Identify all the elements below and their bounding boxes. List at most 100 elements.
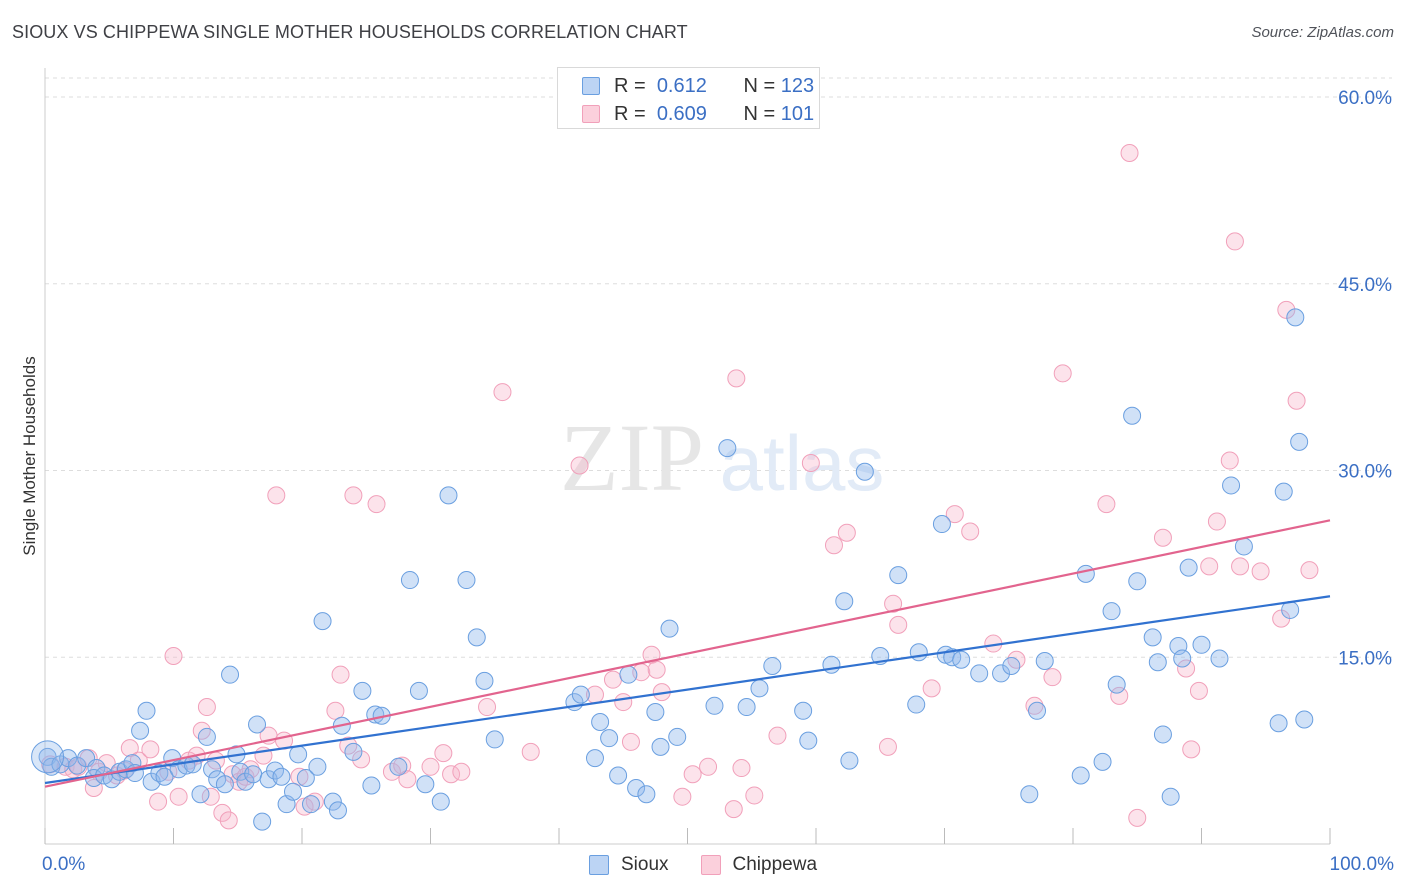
sioux-point (301, 795, 320, 814)
sioux-point (737, 698, 756, 717)
chippewa-point (164, 647, 183, 666)
sioux-point (431, 792, 450, 811)
y-tick-label: 45.0% (1338, 275, 1392, 296)
sioux-point (272, 767, 291, 786)
axis-labels: 15.0% 30.0% 45.0% 60.0% 0.0% 100.0% Single Mot… (20, 88, 1394, 875)
sioux-point (591, 712, 610, 731)
chippewa-point (699, 757, 718, 776)
chippewa-point (1251, 562, 1270, 581)
chippewa-point (141, 740, 160, 759)
sioux-point (1192, 635, 1211, 654)
chippewa-point (442, 765, 461, 784)
sioux-point (248, 715, 267, 734)
chippewa-point (603, 670, 622, 689)
sioux-point (840, 751, 859, 770)
sioux-point (619, 665, 638, 684)
sioux-point (1128, 572, 1147, 591)
sioux-point (344, 742, 363, 761)
sioux-point (439, 486, 458, 505)
sioux-point (750, 679, 769, 698)
source-credit: Source: ZipAtlas.com (1251, 24, 1394, 41)
sioux-point (835, 592, 854, 611)
chippewa-point (331, 665, 350, 684)
sioux-point (855, 462, 874, 481)
sioux-point (660, 619, 679, 638)
chippewa-point (884, 594, 903, 613)
chippewa-point (922, 679, 941, 698)
sioux-swatch (582, 77, 600, 95)
sioux-point (637, 785, 656, 804)
chippewa-point (945, 505, 964, 524)
legend-label-sioux: Sioux (620, 854, 669, 875)
r-label: R = (614, 74, 646, 97)
sioux-point (203, 760, 222, 779)
chippewa-point (824, 536, 843, 555)
sioux-point (646, 703, 665, 722)
watermark: ZIP atlas (560, 404, 884, 511)
sioux-point (1143, 628, 1162, 647)
chippewa-point (889, 615, 908, 634)
sioux-point (718, 439, 737, 458)
chippewa-point (768, 726, 787, 745)
sioux-point (467, 628, 486, 647)
chippewa-point (267, 486, 286, 505)
chippewa-point (452, 762, 471, 781)
sioux-point (59, 749, 78, 768)
sioux-point (889, 566, 908, 585)
chippewa-point (621, 732, 640, 751)
chippewa-point (1043, 668, 1062, 687)
chippewa-point (326, 701, 345, 720)
legend-item-sioux[interactable]: Sioux (588, 854, 669, 876)
sioux-point (1028, 701, 1047, 720)
chippewa-point (201, 787, 220, 806)
sioux-point (992, 664, 1011, 683)
chippewa-point (1220, 451, 1239, 470)
sioux-point (1173, 649, 1192, 668)
chippewa-point (570, 456, 589, 475)
chippewa-point (745, 786, 764, 805)
sioux-points (31, 308, 1314, 831)
correlation-legend: R = 0.612 N = 123 R = 0.609 N = 101 (557, 67, 820, 129)
n-label: N = (743, 102, 776, 125)
legend-row-chippewa: R = 0.609 N = 101 (582, 102, 814, 126)
sioux-point (197, 727, 216, 746)
chippewa-point (647, 660, 666, 679)
sioux-point (308, 757, 327, 776)
sioux-point (952, 650, 971, 669)
chippewa-point (169, 787, 188, 806)
chippewa-points (41, 144, 1319, 830)
sioux-point (1161, 787, 1180, 806)
chippewa-point (1177, 659, 1196, 678)
series-legend: Sioux Chippewa (0, 852, 1406, 878)
n-value: 101 (780, 102, 815, 125)
sioux-point (1286, 308, 1305, 327)
sioux-point (627, 778, 646, 797)
watermark-zip: ZIP (560, 404, 704, 511)
r-value: 0.612 (656, 74, 707, 97)
sioux-point (1020, 785, 1039, 804)
chippewa-point (1128, 808, 1147, 827)
legend-item-chippewa[interactable]: Chippewa (700, 854, 817, 876)
sioux-point (328, 801, 347, 820)
sioux-point (609, 766, 628, 785)
chart-title: SIOUX VS CHIPPEWA SINGLE MOTHER HOUSEHOL… (12, 22, 688, 42)
sioux-point (571, 685, 590, 704)
chippewa-trend-line (44, 519, 1331, 788)
sioux-point (585, 749, 604, 768)
sioux-point (68, 756, 87, 775)
sioux-point (1102, 602, 1121, 621)
chippewa-point (344, 486, 363, 505)
sioux-trend-line (44, 595, 1331, 785)
chippewa-point (727, 369, 746, 388)
sioux-point (409, 681, 428, 700)
chippewa-point (290, 767, 309, 786)
chippewa-point (1097, 495, 1116, 514)
sioux-point (1153, 725, 1172, 744)
chippewa-point (724, 800, 743, 819)
chippewa-point (367, 495, 386, 514)
sioux-point (244, 765, 263, 784)
chippewa-point (683, 765, 702, 784)
chippewa-swatch (700, 855, 721, 875)
sioux-point (1107, 675, 1126, 694)
